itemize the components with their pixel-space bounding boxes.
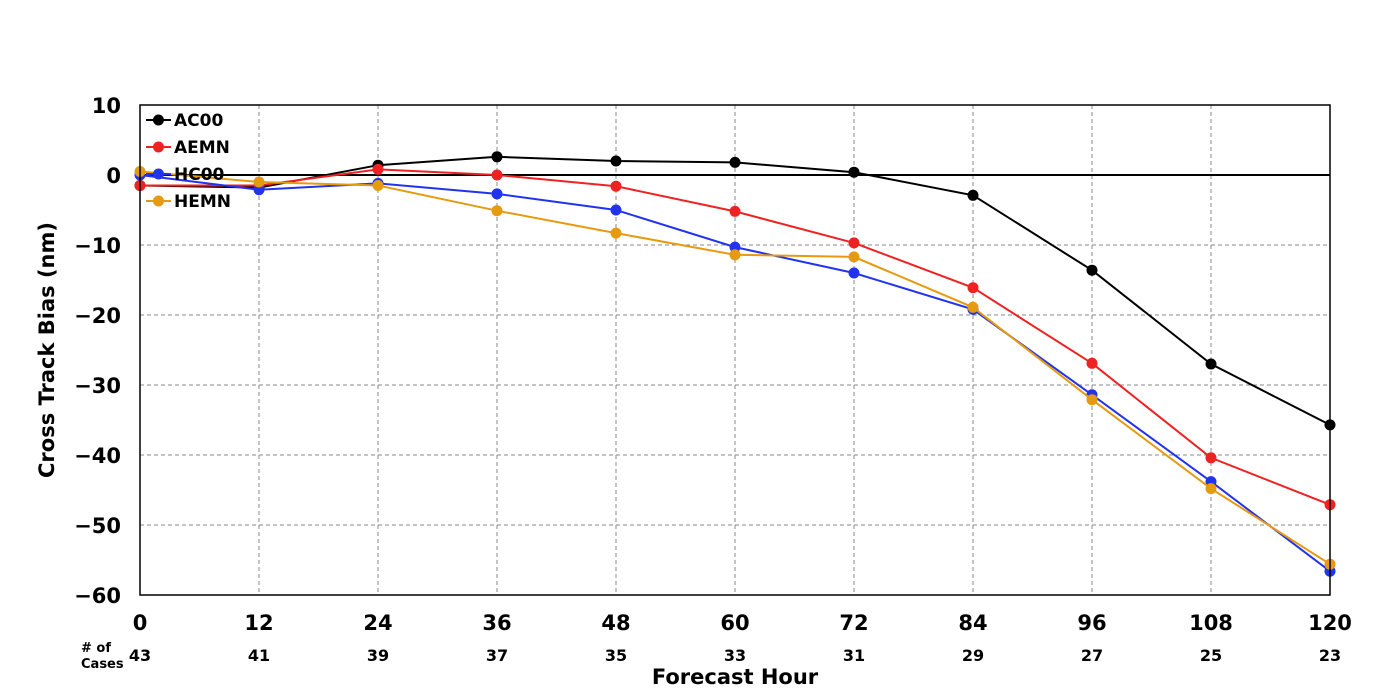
- case-count-label: 37: [486, 646, 508, 665]
- x-tick-label: 120: [1308, 611, 1352, 635]
- plot-frame: [139, 104, 1331, 596]
- data-point: [967, 282, 979, 294]
- data-point: [610, 227, 622, 239]
- x-tick-label: 84: [958, 611, 987, 635]
- data-point: [848, 251, 860, 263]
- data-point: [491, 169, 503, 181]
- data-point: [1205, 483, 1217, 495]
- data-point: [848, 237, 860, 249]
- legend-label: HC00: [174, 165, 225, 185]
- data-point: [610, 155, 622, 167]
- data-point: [1086, 394, 1098, 406]
- case-count-label: 31: [843, 646, 865, 665]
- data-point: [1205, 452, 1217, 464]
- data-point: [610, 204, 622, 216]
- x-tick-labels: 0 12 24 36 48 60 72 84 96 108 120: [133, 611, 1352, 635]
- data-point: [491, 151, 503, 163]
- legend-label: AC00: [174, 111, 223, 131]
- x-tick-label: 72: [839, 611, 868, 635]
- data-point: [372, 180, 384, 191]
- data-point: [729, 241, 741, 253]
- data-point: [253, 176, 265, 188]
- case-count-label: 33: [724, 646, 746, 665]
- legend-item-hemn: HEMN: [146, 192, 231, 212]
- data-point: [1086, 357, 1098, 369]
- data-point: [848, 166, 860, 178]
- data-point: [729, 156, 741, 168]
- x-axis-title: Forecast Hour: [652, 665, 819, 689]
- legend-label: HEMN: [174, 192, 231, 212]
- grid-lines: [140, 105, 1330, 595]
- legend-swatch-marker: [153, 114, 164, 126]
- x-tick-label: 0: [133, 611, 148, 635]
- data-point: [729, 205, 741, 217]
- legend-item-hc00: HC00: [146, 165, 225, 185]
- y-tick-label: −10: [74, 234, 121, 258]
- case-count-label: 29: [962, 646, 984, 665]
- x-tick-label: 24: [363, 611, 392, 635]
- y-tick-label: −20: [74, 304, 121, 328]
- case-count-label: 35: [605, 646, 627, 665]
- legend-label: AEMN: [174, 138, 230, 158]
- y-tick-labels: 10 0 −10 −20 −30 −40 −50 −60: [74, 94, 121, 608]
- data-point: [967, 301, 979, 313]
- case-count-label: 27: [1081, 646, 1103, 665]
- data-point: [610, 180, 622, 192]
- data-point: [1205, 358, 1217, 370]
- case-count-label: 43: [129, 646, 151, 665]
- y-tick-label: 0: [106, 164, 121, 188]
- case-count-label: 23: [1319, 646, 1341, 665]
- data-point: [491, 205, 503, 217]
- data-point: [967, 189, 979, 201]
- x-tick-label: 48: [601, 611, 630, 635]
- case-count-label: 39: [367, 646, 389, 665]
- y-tick-label: −40: [74, 444, 121, 468]
- cases-title-line2: Cases: [81, 657, 124, 672]
- data-point: [491, 188, 503, 200]
- cases-row: # of Cases 43 41 39 37 35 33 31 29 27 25 23: [81, 641, 1341, 672]
- legend-item-aemn: AEMN: [146, 138, 230, 158]
- legend-swatch-marker: [153, 168, 164, 180]
- case-count-label: 41: [248, 646, 270, 665]
- y-axis-title: Cross Track Bias (nm): [35, 222, 59, 478]
- legend-swatch-marker: [153, 195, 164, 207]
- data-point: [729, 249, 741, 261]
- y-tick-label: −30: [74, 374, 121, 398]
- cases-title-line1: # of: [81, 641, 111, 656]
- data-point: [848, 267, 860, 279]
- data-point: [372, 163, 384, 175]
- y-tick-label: 10: [92, 94, 121, 118]
- y-tick-label: −60: [74, 584, 121, 608]
- case-count-label: 25: [1200, 646, 1222, 665]
- data-point: [253, 184, 265, 196]
- x-tick-label: 96: [1077, 611, 1106, 635]
- data-point: [1086, 264, 1098, 276]
- legend: AC00 AEMN HC00 HEMN: [146, 111, 231, 212]
- x-tick-label: 12: [244, 611, 273, 635]
- series-layer: [134, 151, 1336, 577]
- x-tick-label: 36: [482, 611, 511, 635]
- legend-swatch-marker: [153, 141, 164, 153]
- x-tick-label: 108: [1189, 611, 1233, 635]
- x-tick-label: 60: [720, 611, 749, 635]
- legend-item-ac00: AC00: [146, 111, 223, 131]
- y-tick-label: −50: [74, 514, 121, 538]
